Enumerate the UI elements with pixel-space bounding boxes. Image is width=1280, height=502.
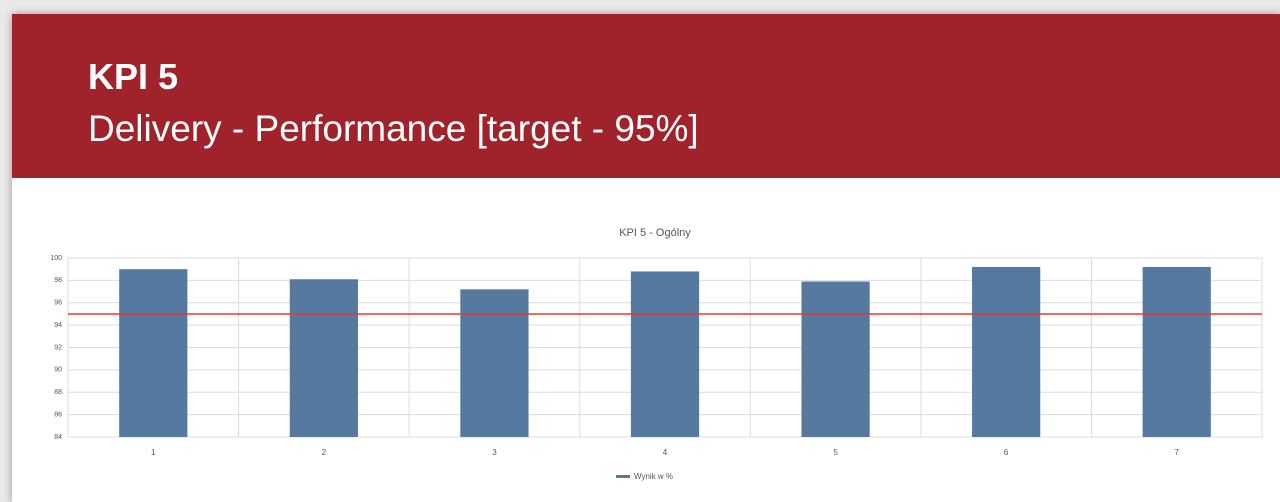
y-tick-label: 100 [50,255,62,262]
y-tick-label: 92 [54,344,62,351]
legend-swatch [616,475,630,478]
x-tick-label: 7 [1174,448,1179,457]
y-tick-label: 86 [54,411,62,418]
chart-title: KPI 5 - Ogólny [619,227,691,239]
bar [1142,266,1211,437]
bar [630,271,700,437]
x-tick-label: 3 [492,448,497,457]
x-tick-label: 2 [322,448,327,457]
y-tick-label: 98 [54,277,62,284]
bar [801,281,870,437]
bar [119,269,188,437]
x-tick-label: 1 [151,448,156,457]
bar [460,289,529,437]
y-tick-label: 90 [54,367,62,374]
y-tick-label: 88 [54,389,62,396]
legend-label: Wynik w % [634,472,673,481]
header-title: KPI 5 [88,56,179,97]
x-tick-label: 4 [663,448,668,457]
y-tick-label: 96 [54,300,62,307]
header: KPI 5 Delivery - Performance [target - 9… [12,14,1280,178]
bar [289,279,358,437]
x-tick-label: 6 [1004,448,1009,457]
y-tick-label: 84 [54,434,62,441]
bar [972,266,1041,437]
y-tick-label: 94 [54,322,62,329]
x-tick-label: 5 [833,448,838,457]
header-subtitle: Delivery - Performance [target - 95%] [88,108,699,149]
